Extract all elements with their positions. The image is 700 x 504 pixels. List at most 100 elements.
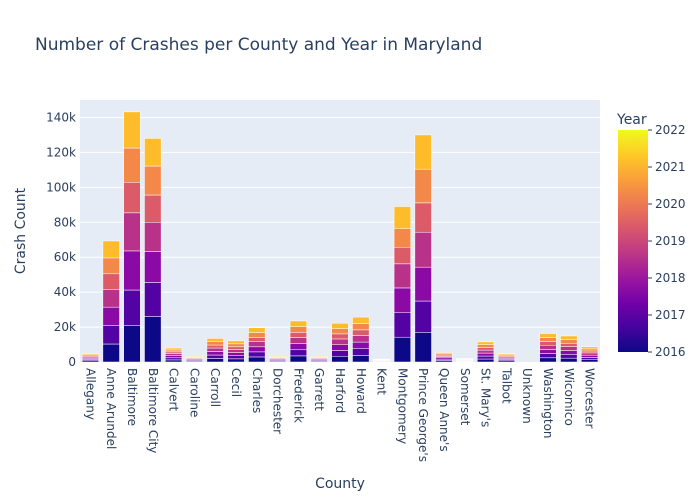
bar-segment[interactable] xyxy=(560,354,577,358)
bar-segment[interactable] xyxy=(144,283,161,317)
bar-segment[interactable] xyxy=(332,323,349,328)
bar-segment[interactable] xyxy=(124,182,141,213)
bar-segment[interactable] xyxy=(415,332,432,362)
bar-segment[interactable] xyxy=(124,251,141,290)
bar-segment[interactable] xyxy=(394,207,411,229)
bar-segment[interactable] xyxy=(165,358,182,360)
bar-segment[interactable] xyxy=(228,344,245,347)
bar-segment[interactable] xyxy=(332,334,349,339)
bar-segment[interactable] xyxy=(581,357,598,359)
bar-segment[interactable] xyxy=(82,354,99,355)
bar-segment[interactable] xyxy=(165,348,182,350)
bar-segment[interactable] xyxy=(144,195,161,222)
bar-segment[interactable] xyxy=(436,353,453,354)
bar-segment[interactable] xyxy=(581,360,598,362)
bar-segment[interactable] xyxy=(103,289,120,307)
bar-segment[interactable] xyxy=(103,241,120,258)
bar-segment[interactable] xyxy=(352,355,369,362)
bar-segment[interactable] xyxy=(103,344,120,362)
bar-segment[interactable] xyxy=(290,338,307,344)
bar-segment[interactable] xyxy=(103,307,120,326)
bar-segment[interactable] xyxy=(103,258,120,274)
bar-segment[interactable] xyxy=(207,338,224,341)
bar-segment[interactable] xyxy=(560,340,577,344)
bar-segment[interactable] xyxy=(581,355,598,357)
bar-segment[interactable] xyxy=(290,350,307,356)
bar-segment[interactable] xyxy=(394,337,411,362)
bar-segment[interactable] xyxy=(269,356,286,357)
bar-segment[interactable] xyxy=(290,321,307,327)
bar-segment[interactable] xyxy=(394,264,411,288)
bar-segment[interactable] xyxy=(477,345,494,348)
bar-segment[interactable] xyxy=(352,317,369,323)
bar-segment[interactable] xyxy=(207,342,224,345)
bar-segment[interactable] xyxy=(144,317,161,362)
bar-segment[interactable] xyxy=(332,356,349,362)
bar-segment[interactable] xyxy=(207,355,224,358)
bar-segment[interactable] xyxy=(352,330,369,336)
bar-segment[interactable] xyxy=(248,342,265,347)
bar-segment[interactable] xyxy=(415,232,432,267)
bar-segment[interactable] xyxy=(332,350,349,356)
bar-segment[interactable] xyxy=(144,138,161,166)
bar-segment[interactable] xyxy=(394,313,411,337)
bar-segment[interactable] xyxy=(248,352,265,357)
bar-segment[interactable] xyxy=(332,329,349,334)
bar-segment[interactable] xyxy=(228,353,245,356)
bar-segment[interactable] xyxy=(165,354,182,356)
bar-segment[interactable] xyxy=(290,356,307,362)
bar-segment[interactable] xyxy=(352,335,369,342)
bar-segment[interactable] xyxy=(581,349,598,351)
bar-segment[interactable] xyxy=(415,203,432,232)
bar-segment[interactable] xyxy=(540,358,557,362)
bar-segment[interactable] xyxy=(144,166,161,195)
bar-segment[interactable] xyxy=(415,301,432,332)
bar-segment[interactable] xyxy=(477,350,494,353)
bar-segment[interactable] xyxy=(228,349,245,352)
bar-segment[interactable] xyxy=(415,169,432,203)
bar-segment[interactable] xyxy=(477,356,494,359)
bar-segment[interactable] xyxy=(540,334,557,338)
bar-segment[interactable] xyxy=(124,290,141,326)
bar-segment[interactable] xyxy=(332,345,349,351)
bar-segment[interactable] xyxy=(290,332,307,337)
bar-segment[interactable] xyxy=(540,345,557,349)
bar-segment[interactable] xyxy=(415,267,432,301)
bar-segment[interactable] xyxy=(124,326,141,362)
bar-segment[interactable] xyxy=(540,342,557,346)
bar-segment[interactable] xyxy=(248,357,265,362)
bar-segment[interactable] xyxy=(165,356,182,358)
bar-segment[interactable] xyxy=(352,349,369,356)
bar-segment[interactable] xyxy=(498,354,515,355)
bar-segment[interactable] xyxy=(581,353,598,355)
bar-segment[interactable] xyxy=(352,324,369,330)
bar-segment[interactable] xyxy=(311,356,328,357)
bar-segment[interactable] xyxy=(352,342,369,349)
bar-segment[interactable] xyxy=(186,356,203,357)
bar-segment[interactable] xyxy=(290,344,307,350)
bar-segment[interactable] xyxy=(560,336,577,340)
bar-segment[interactable] xyxy=(103,326,120,344)
bar-segment[interactable] xyxy=(560,350,577,354)
bar-segment[interactable] xyxy=(477,342,494,345)
bar-segment[interactable] xyxy=(248,337,265,341)
bar-segment[interactable] xyxy=(248,328,265,333)
bar-segment[interactable] xyxy=(394,247,411,264)
bar-segment[interactable] xyxy=(144,222,161,251)
bar-segment[interactable] xyxy=(207,345,224,348)
bar-segment[interactable] xyxy=(540,354,557,358)
bar-segment[interactable] xyxy=(581,347,598,349)
bar-segment[interactable] xyxy=(228,347,245,350)
bar-segment[interactable] xyxy=(560,358,577,362)
bar-segment[interactable] xyxy=(415,135,432,169)
bar-segment[interactable] xyxy=(477,348,494,351)
bar-segment[interactable] xyxy=(477,359,494,362)
bar-segment[interactable] xyxy=(248,333,265,338)
bar-segment[interactable] xyxy=(394,229,411,248)
bar-segment[interactable] xyxy=(165,350,182,352)
bar-segment[interactable] xyxy=(207,359,224,362)
bar-segment[interactable] xyxy=(560,347,577,351)
bar-segment[interactable] xyxy=(540,349,557,353)
bar-segment[interactable] xyxy=(165,360,182,362)
bar-segment[interactable] xyxy=(477,353,494,356)
